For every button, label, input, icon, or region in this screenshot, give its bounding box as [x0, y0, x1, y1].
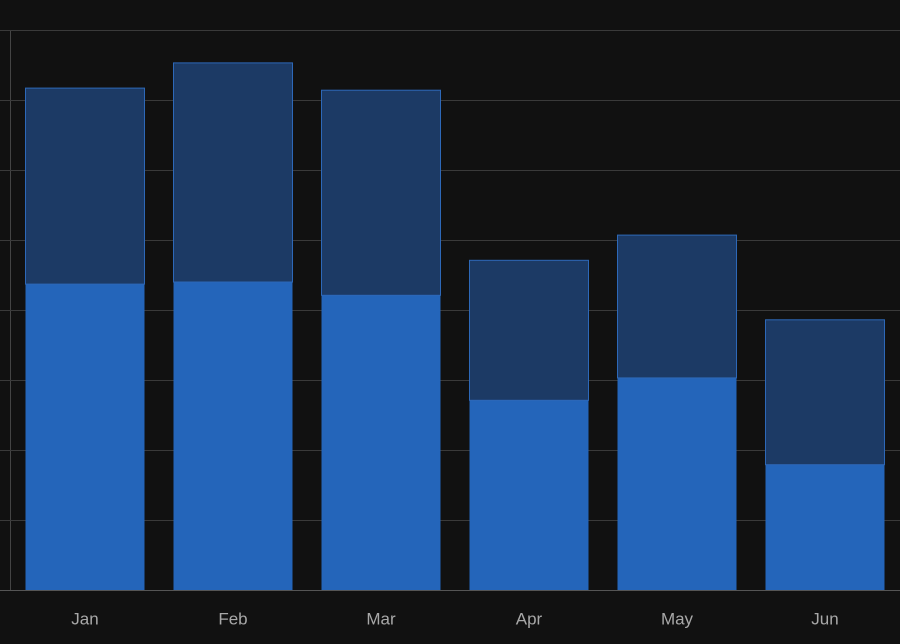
x-tick-label: Jun [811, 609, 838, 628]
x-tick-label: May [661, 609, 694, 628]
bar-segment [765, 319, 885, 466]
bar-segment [25, 284, 145, 590]
x-tick-label: Apr [516, 609, 543, 628]
bar-segment [321, 295, 441, 590]
bar-segment [469, 400, 589, 590]
bar-segment [321, 89, 441, 296]
bar-segment [617, 377, 737, 590]
x-tick-label: Jan [71, 609, 98, 628]
bar-segment [469, 259, 589, 401]
x-tick-label: Mar [366, 609, 396, 628]
bar-segment [765, 464, 885, 590]
bar-segment [173, 62, 293, 283]
bar-segment [617, 234, 737, 379]
bar-segment [25, 87, 145, 285]
bar-segment [173, 282, 293, 590]
x-tick-label: Feb [218, 609, 247, 628]
